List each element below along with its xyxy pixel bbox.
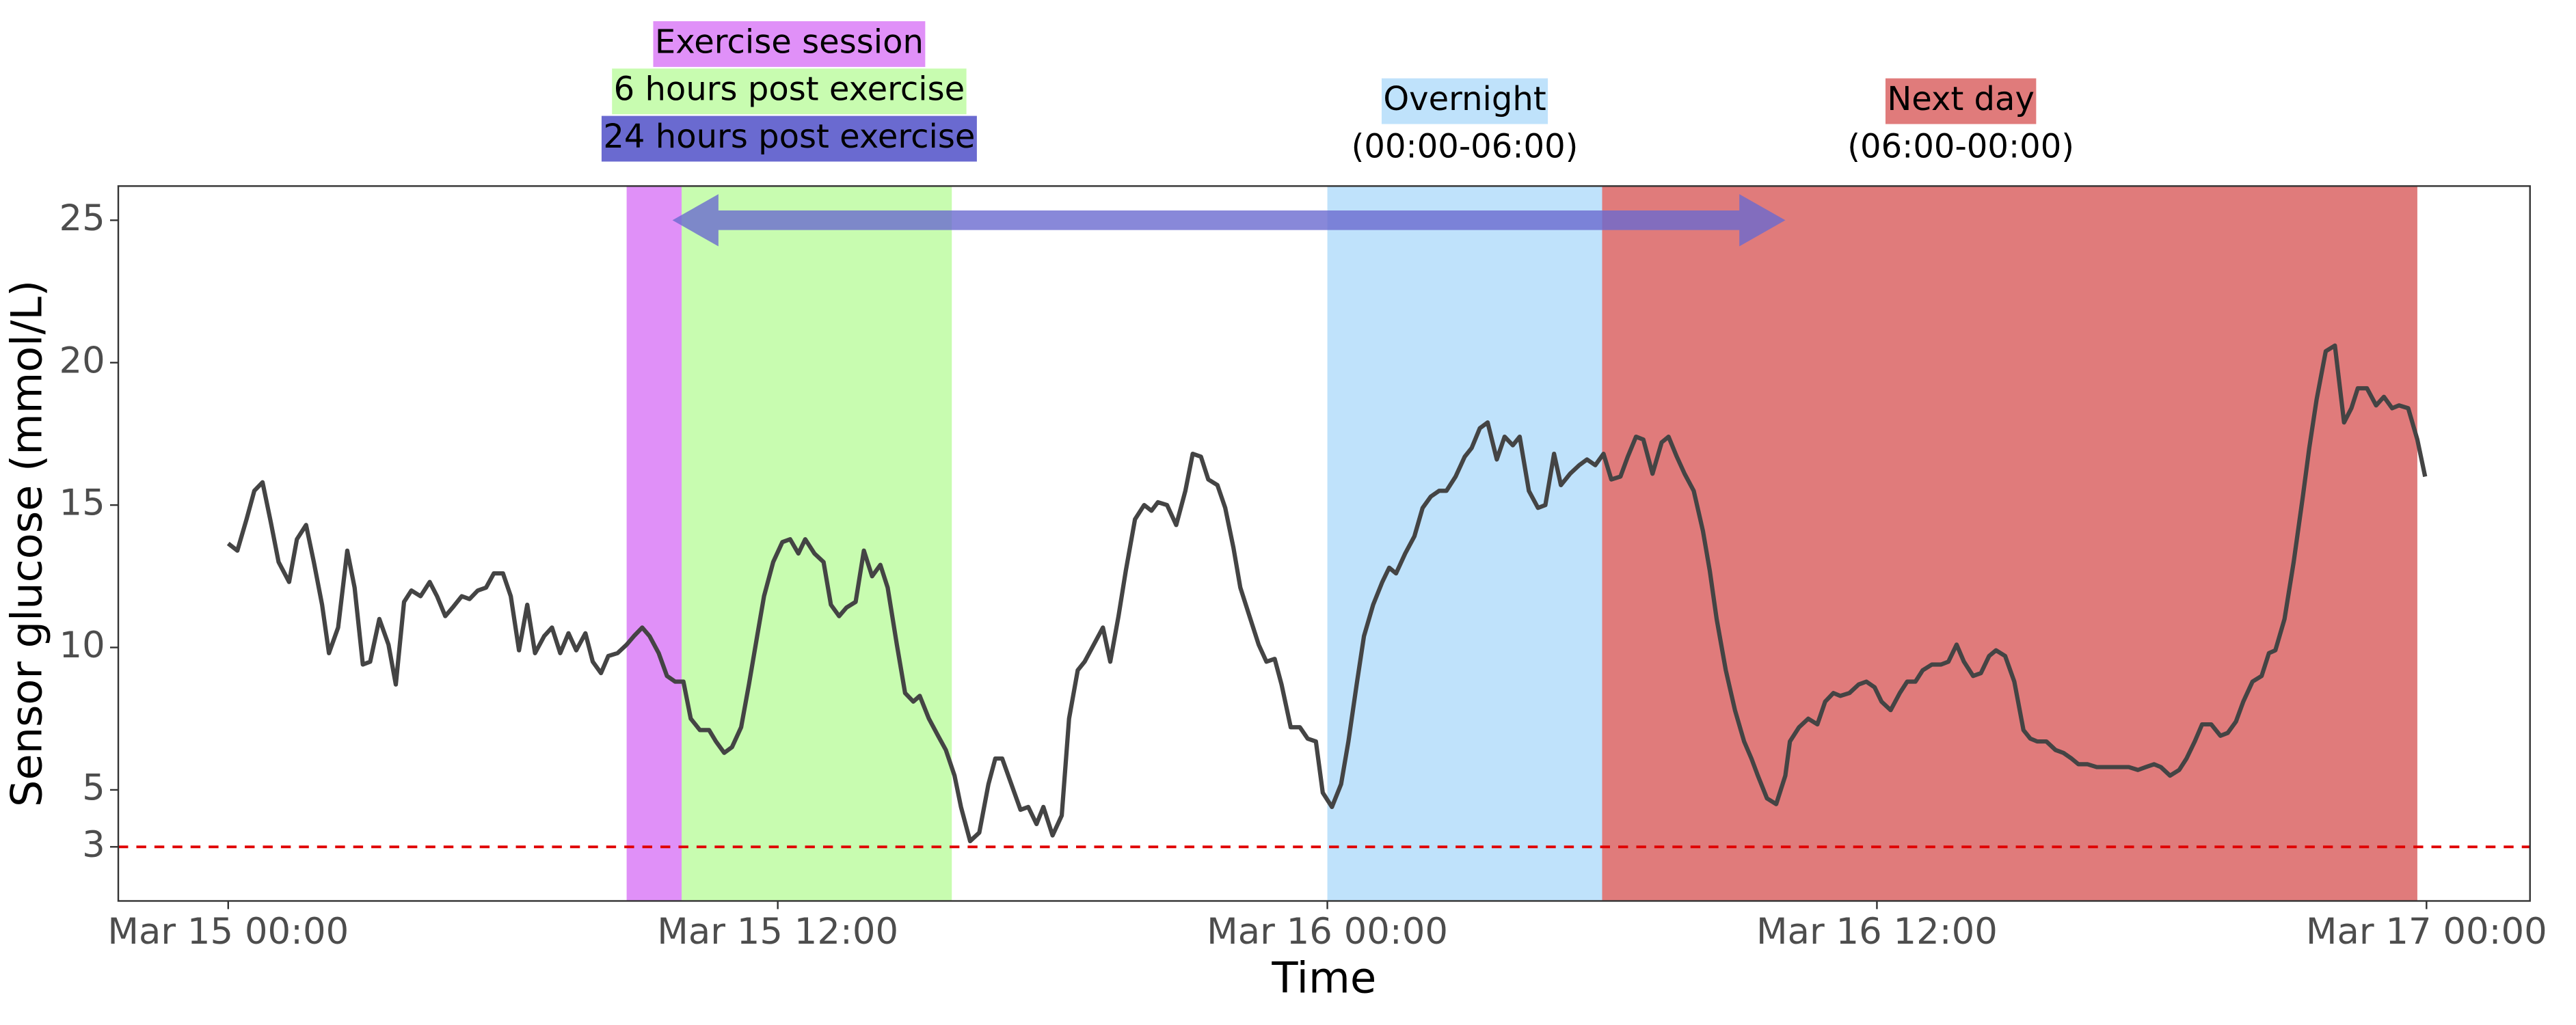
region-sublabel: (06:00-00:00) bbox=[1847, 128, 2074, 165]
x-tick-label: Mar 15 00:00 bbox=[107, 911, 349, 953]
y-tick-label: 15 bbox=[59, 482, 105, 524]
x-tick-label: Mar 16 00:00 bbox=[1207, 911, 1448, 953]
shaded-region bbox=[681, 186, 952, 901]
x-tick-label: Mar 15 12:00 bbox=[657, 911, 898, 953]
arrow-label-bg bbox=[601, 115, 977, 162]
region-label: Exercise session bbox=[655, 24, 924, 62]
y-axis-title: Sensor glucose (mmol/L) bbox=[1, 280, 51, 807]
region-label-bg bbox=[1381, 78, 1548, 124]
y-tick-label: 20 bbox=[59, 340, 105, 381]
region-label-group: 6 hours post exercise bbox=[612, 68, 967, 115]
arrow-label: 24 hours post exercise bbox=[603, 118, 975, 156]
region-label-bg bbox=[1885, 78, 2037, 124]
region-label-group: Exercise session bbox=[653, 21, 926, 67]
shaded-region bbox=[1327, 186, 1602, 901]
region-label-bg bbox=[653, 21, 926, 67]
glucose-line bbox=[226, 343, 2428, 844]
plot-frame bbox=[117, 185, 2531, 902]
x-tick-label: Mar 17 00:00 bbox=[2306, 911, 2547, 953]
region-label: Next day bbox=[1887, 81, 2035, 118]
y-tick-label: 5 bbox=[82, 767, 105, 809]
region-label-group: Overnight bbox=[1381, 78, 1548, 124]
y-tick-label: 25 bbox=[59, 197, 105, 239]
region-label: 6 hours post exercise bbox=[614, 71, 965, 109]
x-axis-title: Time bbox=[1271, 953, 1376, 1003]
region-sublabel: (00:00-06:00) bbox=[1352, 128, 1579, 165]
plot-area bbox=[118, 186, 2530, 901]
y-tick-label: 10 bbox=[59, 625, 105, 666]
y-tick-label: 3 bbox=[82, 824, 105, 866]
arrow-label-group: 24 hours post exercise bbox=[601, 115, 977, 162]
region-label-group: Next day bbox=[1885, 78, 2037, 124]
span-arrow bbox=[672, 194, 1786, 247]
shaded-region bbox=[626, 186, 682, 901]
region-label: Overnight bbox=[1383, 81, 1546, 118]
x-tick-label: Mar 16 12:00 bbox=[1756, 911, 1998, 953]
region-label-bg bbox=[612, 68, 967, 115]
shaded-region bbox=[1602, 186, 2417, 901]
